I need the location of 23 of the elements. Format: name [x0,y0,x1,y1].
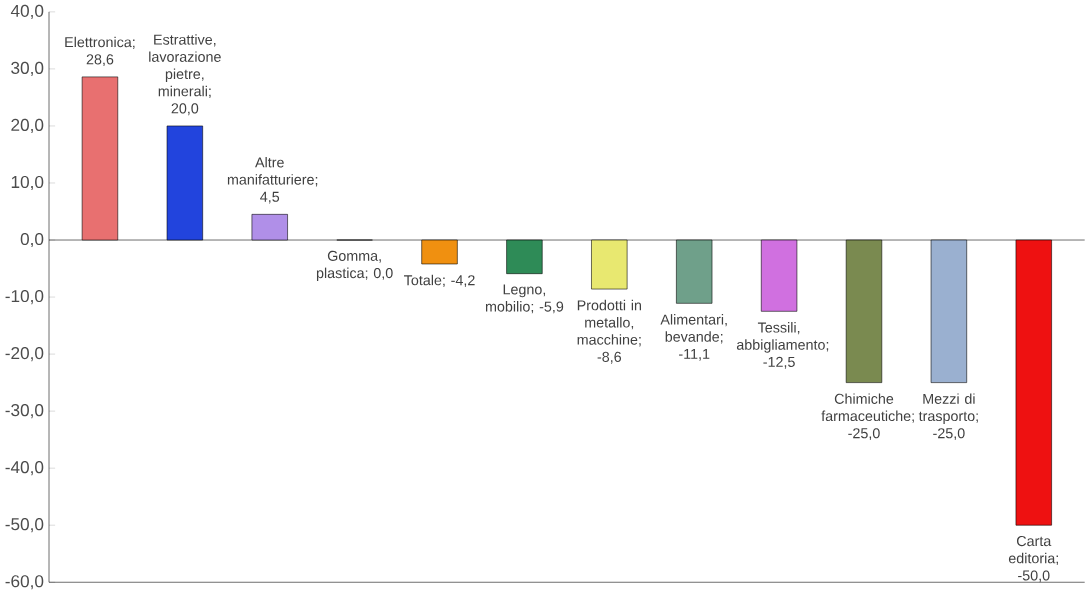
y-tick-label: -10,0 [5,289,44,305]
y-tick-label: 40,0 [10,4,44,19]
y-tick-label: 20,0 [11,118,44,133]
data-label: Prodotti in metallo, macchine; -8,6 [577,299,641,364]
y-tick-label: -30,0 [5,403,44,419]
data-label: Carta editoria; -50,0 [1008,535,1058,583]
data-label: Gomma, plastica; 0,0 [316,250,393,281]
data-label: Mezzi di trasporto; -25,0 [918,393,978,440]
data-label: Estrattive, lavorazione pietre, minerali; 20,0 [149,34,221,116]
y-tick-label: 10,0 [11,175,44,191]
data-label: Totale; -4,2 [404,274,475,287]
data-label: Tessili, abbigliamento; -12,5 [736,322,829,369]
y-tick-label: -40,0 [5,461,44,476]
y-tick-label: -60,0 [5,575,44,590]
data-label: Altre manifatturiere; 4,5 [227,156,318,204]
data-label: Chimiche farmaceutiche; -25,0 [821,393,914,440]
data-label: Elettronica; 28,6 [65,36,135,67]
y-tick-label: -20,0 [5,346,44,362]
data-label: Alimentari, bevande; -11,1 [660,314,727,361]
y-tick-label: -50,0 [5,518,44,533]
y-tick-label: 0,0 [20,232,44,248]
data-label: Legno, mobilio; -5,9 [485,284,564,314]
y-tick-label: 30,0 [11,61,44,76]
